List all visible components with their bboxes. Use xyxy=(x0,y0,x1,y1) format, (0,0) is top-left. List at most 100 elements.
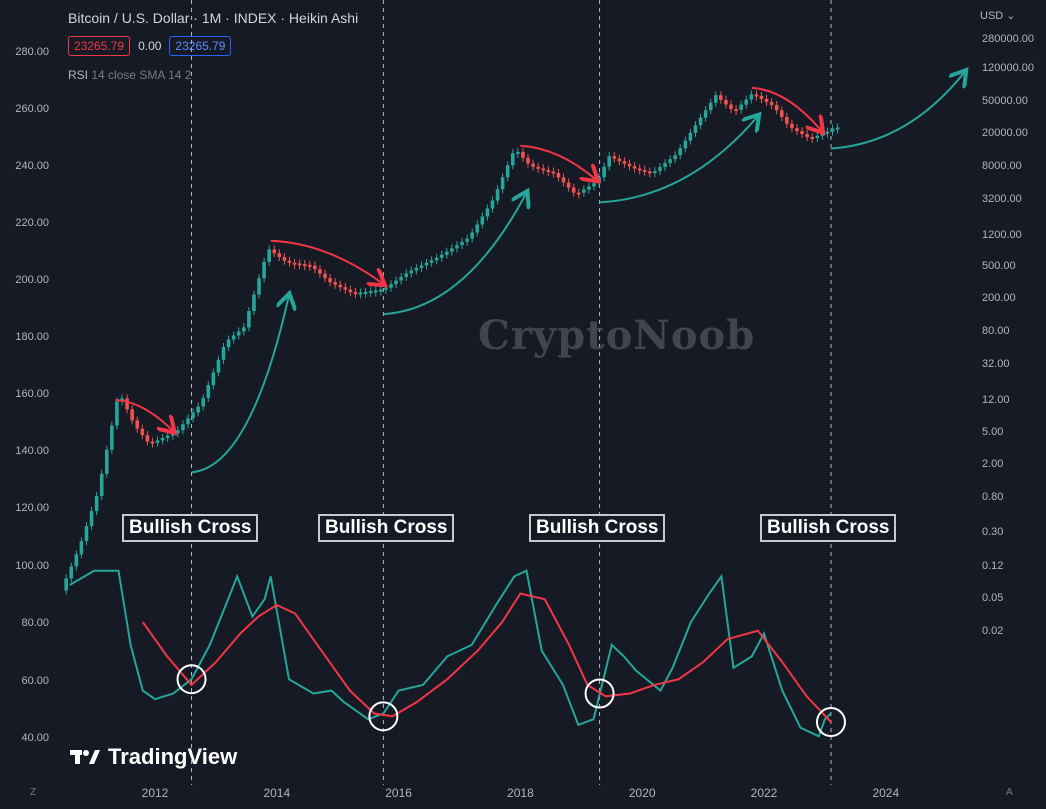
candle-body xyxy=(678,148,683,156)
bullish-cross-label-2: Bullish Cross xyxy=(318,514,455,542)
right-tick-label: 0.05 xyxy=(982,592,1003,604)
candle-body xyxy=(399,276,403,281)
currency-selector[interactable]: USD ⌄ xyxy=(980,9,1016,22)
candle-body xyxy=(500,177,505,190)
candle-body xyxy=(272,249,277,254)
left-tick-label: 180.00 xyxy=(15,331,49,343)
candle-body xyxy=(262,261,266,279)
candle-body xyxy=(439,254,444,258)
right-tick-label: 3200.00 xyxy=(982,193,1022,205)
x-tick-label: 2020 xyxy=(629,786,656,800)
candle-body xyxy=(226,339,231,348)
candle-body xyxy=(779,110,784,117)
candle-body xyxy=(571,187,576,193)
left-tick-label: 240.00 xyxy=(15,160,49,172)
rsi-legend: RSI 14 close SMA 14 2 xyxy=(68,68,191,82)
candle-body xyxy=(99,473,104,497)
candle-body xyxy=(135,420,140,429)
candle-body xyxy=(724,99,728,105)
candle-body xyxy=(526,157,530,164)
candle-body xyxy=(89,511,94,527)
candle-body xyxy=(450,248,454,252)
timezone-button[interactable]: Z xyxy=(30,787,37,798)
bullish-cross-label-4: Bullish Cross xyxy=(760,514,897,542)
candle-body xyxy=(632,166,637,169)
candle-body xyxy=(759,95,764,99)
candle-body xyxy=(328,278,332,283)
candle-body xyxy=(74,554,79,567)
candle-body xyxy=(566,182,571,188)
right-tick-label: 32.00 xyxy=(982,358,1010,370)
candle-body xyxy=(419,265,424,268)
right-tick-label: 120000.00 xyxy=(982,62,1034,74)
right-tick-label: 0.80 xyxy=(982,491,1003,503)
rsi-params: 14 close SMA 14 2 xyxy=(91,68,192,82)
right-tick-label: 12.00 xyxy=(982,394,1010,406)
left-tick-label: 80.00 xyxy=(21,617,49,629)
candle-body xyxy=(247,310,251,328)
candle-body xyxy=(769,101,774,106)
candle-body xyxy=(318,269,322,274)
cross-circle xyxy=(176,664,207,695)
right-tick-label: 20000.00 xyxy=(982,127,1028,139)
right-tick-label: 2.00 xyxy=(982,458,1003,470)
candle-body xyxy=(739,104,743,110)
cross-circle xyxy=(584,678,615,709)
candle-body xyxy=(597,177,601,184)
right-tick-label: 280000.00 xyxy=(982,33,1034,45)
bearish-arrow xyxy=(270,239,384,284)
candle-body xyxy=(734,109,738,112)
candle-body xyxy=(744,99,749,105)
candle-body xyxy=(186,418,190,425)
rsi-title: RSI xyxy=(68,68,89,82)
x-tick-label: 2022 xyxy=(751,786,778,800)
auto-scale-button[interactable]: A xyxy=(1006,787,1013,798)
candle-body xyxy=(693,125,698,133)
left-tick-label: 60.00 xyxy=(21,675,49,687)
left-tick-label: 280.00 xyxy=(15,46,49,58)
candle-body xyxy=(673,155,677,160)
candle-body xyxy=(313,265,317,270)
candle-body xyxy=(785,116,789,124)
candle-body xyxy=(592,183,596,187)
left-tick-label: 260.00 xyxy=(15,103,49,115)
candle-body xyxy=(668,159,672,164)
candle-body xyxy=(84,526,89,542)
tradingview-logo: TradingView xyxy=(70,744,237,770)
rsi-line xyxy=(69,569,832,738)
candle-body xyxy=(546,169,551,172)
candle-body xyxy=(155,440,160,443)
candle-body xyxy=(445,251,449,255)
candle-body xyxy=(505,165,510,178)
candle-body xyxy=(683,140,688,149)
candle-body xyxy=(582,189,586,193)
candle-body xyxy=(287,260,292,263)
chevron-down-icon: ⌄ xyxy=(1006,10,1016,22)
candle-body xyxy=(663,163,667,168)
candle-body xyxy=(531,163,535,167)
candle-body xyxy=(653,171,657,174)
currency-label: USD xyxy=(980,10,1004,22)
cross-circle xyxy=(368,701,399,732)
candle-body xyxy=(216,359,221,373)
candle-body xyxy=(602,166,606,178)
candle-body xyxy=(749,94,754,100)
left-tick-label: 120.00 xyxy=(15,502,49,514)
candle-body xyxy=(211,372,216,386)
candle-body xyxy=(115,401,119,426)
candle-body xyxy=(242,327,246,332)
tradingview-icon xyxy=(70,750,100,764)
left-tick-label: 160.00 xyxy=(15,388,49,400)
candle-body xyxy=(267,249,271,262)
bullish-arrow xyxy=(599,116,758,204)
candle-body xyxy=(795,128,799,132)
bullish-arrow xyxy=(191,295,289,474)
candle-body xyxy=(231,335,236,340)
candle-body xyxy=(485,208,490,217)
candle-body xyxy=(338,284,343,288)
candle-body xyxy=(302,264,307,267)
candle-body xyxy=(648,171,652,174)
candle-body xyxy=(384,287,388,290)
candle-body xyxy=(94,496,99,512)
candle-body xyxy=(150,441,155,444)
